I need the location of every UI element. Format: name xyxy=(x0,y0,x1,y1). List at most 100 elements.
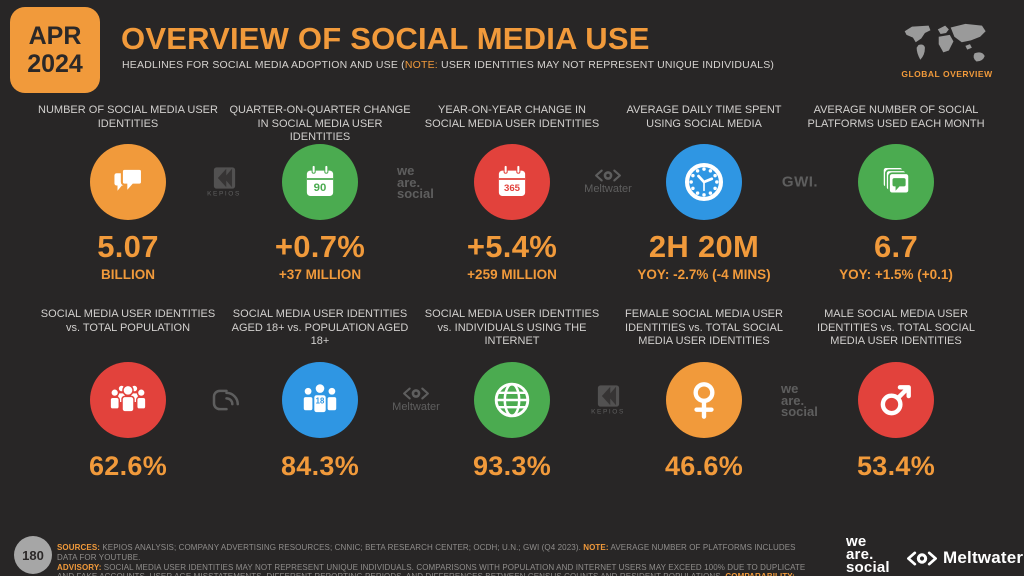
meltwater-eye-icon xyxy=(907,551,937,565)
chat-bubbles-icon xyxy=(114,167,144,196)
date-year: 2024 xyxy=(27,50,83,78)
page-number: 180 xyxy=(22,547,44,563)
subtitle-prefix: HEADLINES FOR SOCIAL MEDIA ADOPTION AND … xyxy=(122,59,405,71)
stat-card-qoq-change: QUARTER-ON-QUARTER CHANGE IN SOCIAL MEDI… xyxy=(224,104,416,282)
kepios-logo-watermark: KEPIOS xyxy=(581,385,635,416)
stat-value: 93.3% xyxy=(472,451,552,481)
stat-icon-circle xyxy=(90,362,166,438)
stat-card-vs-population: SOCIAL MEDIA USER IDENTITIES vs. TOTAL P… xyxy=(32,308,224,482)
stat-label: SOCIAL MEDIA USER IDENTITIES vs. INDIVID… xyxy=(424,308,600,347)
stat-card-daily-time: AVERAGE DAILY TIME SPENT USING SOCIAL ME… xyxy=(608,104,800,282)
stats-row-2: SOCIAL MEDIA USER IDENTITIES vs. TOTAL P… xyxy=(32,308,992,482)
meltwater-eye-icon xyxy=(595,169,621,182)
stat-label: SOCIAL MEDIA USER IDENTITIES AGED 18+ vs… xyxy=(231,308,409,347)
gwi-watermark: GWI. xyxy=(781,173,819,191)
stat-icon-circle xyxy=(90,144,166,220)
meltwater-watermark: Meltwater xyxy=(581,169,635,195)
stat-label: MALE SOCIAL MEDIA USER IDENTITIES vs. TO… xyxy=(817,308,975,347)
we-are-social-watermark: we are. social xyxy=(397,162,434,201)
kepios-label: KEPIOS xyxy=(591,408,625,416)
stat-subvalue: YOY: +1.5% (+0.1) xyxy=(839,267,953,282)
stat-icon-circle xyxy=(858,362,934,438)
calendar-year-icon: 365 xyxy=(498,164,526,196)
stats-row-1: NUMBER OF SOCIAL MEDIA USER IDENTITIES 5… xyxy=(32,104,992,282)
stat-value: 84.3% xyxy=(280,451,360,481)
stat-card-male-share: MALE SOCIAL MEDIA USER IDENTITIES vs. TO… xyxy=(800,308,992,482)
sources-text: SOURCES: KEPIOS ANALYSIS; COMPANY ADVERT… xyxy=(57,543,817,576)
stat-icon-circle xyxy=(858,144,934,220)
people-group-icon xyxy=(109,384,147,413)
stat-label: QUARTER-ON-QUARTER CHANGE IN SOCIAL MEDI… xyxy=(229,104,411,143)
stat-icon-circle: 90 xyxy=(282,144,358,220)
stacked-chat-cards-icon xyxy=(882,166,910,195)
stat-icon-circle: 18 xyxy=(282,362,358,438)
sources-label: SOURCES: xyxy=(57,543,101,552)
calendar-quarter-icon: 90 xyxy=(306,164,334,196)
stat-icon-circle xyxy=(666,144,742,220)
male-symbol-icon xyxy=(880,385,911,416)
female-symbol-icon xyxy=(693,382,715,419)
subtitle-note: NOTE: xyxy=(404,59,438,71)
age-number: 18 xyxy=(316,397,325,406)
stat-subvalue: BILLION xyxy=(101,267,155,282)
page-title: OVERVIEW OF SOCIAL MEDIA USE xyxy=(121,21,650,56)
stat-icon-circle: 365 xyxy=(474,144,550,220)
stat-card-vs-internet-users: SOCIAL MEDIA USER IDENTITIES vs. INDIVID… xyxy=(416,308,608,482)
meltwater-watermark: Meltwater xyxy=(389,387,443,413)
advisory-body: SOCIAL MEDIA USER IDENTITIES MAY NOT REP… xyxy=(57,562,806,576)
stat-label: AVERAGE NUMBER OF SOCIAL PLATFORMS USED … xyxy=(807,104,985,130)
stat-value: +5.4% xyxy=(466,229,558,264)
kepios-mark-icon xyxy=(213,167,235,189)
stat-label: YEAR-ON-YEAR CHANGE IN SOCIAL MEDIA USER… xyxy=(424,104,600,130)
stat-label: AVERAGE DAILY TIME SPENT USING SOCIAL ME… xyxy=(626,104,782,130)
stat-value: 62.6% xyxy=(88,451,168,481)
stat-subvalue: YOY: -2.7% (-4 MINS) xyxy=(637,267,771,282)
stat-value: 6.7 xyxy=(874,229,918,264)
globe-icon xyxy=(494,382,530,418)
stat-label: FEMALE SOCIAL MEDIA USER IDENTITIES vs. … xyxy=(625,308,783,347)
page-number-badge: 180 xyxy=(14,536,52,574)
stat-icon-circle xyxy=(666,362,742,438)
stat-value: +0.7% xyxy=(274,229,366,264)
we-are-social-logo: we are. social xyxy=(846,533,890,576)
stat-value: 2H 20M xyxy=(648,229,760,264)
date-month: APR xyxy=(28,22,82,50)
meltwater-label: Meltwater xyxy=(584,183,632,195)
calendar-number: 365 xyxy=(504,183,521,194)
region-block: GLOBAL OVERVIEW xyxy=(900,22,994,79)
sources-body: KEPIOS ANALYSIS; COMPANY ADVERTISING RES… xyxy=(100,543,584,552)
broadcast-logo-icon xyxy=(212,389,239,411)
stat-value: 5.07 xyxy=(97,229,159,264)
broadcast-logo-watermark xyxy=(197,385,251,415)
calendar-number: 90 xyxy=(314,182,327,194)
note-body: AVERAGE NUMBER OF PLATFORMS INCLUDES DAT… xyxy=(57,543,796,562)
kepios-mark-icon xyxy=(597,385,619,407)
meltwater-label: Meltwater xyxy=(392,401,440,413)
stat-subvalue: +259 MILLION xyxy=(467,267,557,282)
date-badge: APR 2024 xyxy=(10,7,100,93)
note-label: NOTE: xyxy=(583,543,609,552)
meltwater-eye-icon xyxy=(403,387,429,400)
page-subtitle: HEADLINES FOR SOCIAL MEDIA ADOPTION AND … xyxy=(122,59,774,71)
we-are-social-watermark: we are. social xyxy=(781,380,818,419)
region-label: GLOBAL OVERVIEW xyxy=(901,69,993,79)
meltwater-logo: Meltwater xyxy=(906,548,1023,568)
stat-value: 53.4% xyxy=(856,451,936,481)
stat-icon-circle xyxy=(474,362,550,438)
stat-card-yoy-change: YEAR-ON-YEAR CHANGE IN SOCIAL MEDIA USER… xyxy=(416,104,608,282)
world-map-icon xyxy=(904,23,986,62)
stat-subvalue: +37 MILLION xyxy=(278,267,362,282)
subtitle-suffix: USER IDENTITIES MAY NOT REPRESENT UNIQUE… xyxy=(437,59,775,71)
kepios-label: KEPIOS xyxy=(207,190,241,198)
clock-icon xyxy=(684,162,724,202)
comparability-label: COMPARABILITY: xyxy=(725,572,795,576)
advisory-label: ADVISORY: xyxy=(57,562,102,572)
stat-label: NUMBER OF SOCIAL MEDIA USER IDENTITIES xyxy=(38,104,218,130)
stat-card-aged-18: SOCIAL MEDIA USER IDENTITIES AGED 18+ vs… xyxy=(224,308,416,482)
meltwater-name: Meltwater xyxy=(943,548,1024,567)
kepios-logo-watermark: KEPIOS xyxy=(197,167,251,198)
stat-card-user-identities: NUMBER OF SOCIAL MEDIA USER IDENTITIES 5… xyxy=(32,104,224,282)
stat-card-female-share: FEMALE SOCIAL MEDIA USER IDENTITIES vs. … xyxy=(608,308,800,482)
stat-value: 46.6% xyxy=(664,451,744,481)
